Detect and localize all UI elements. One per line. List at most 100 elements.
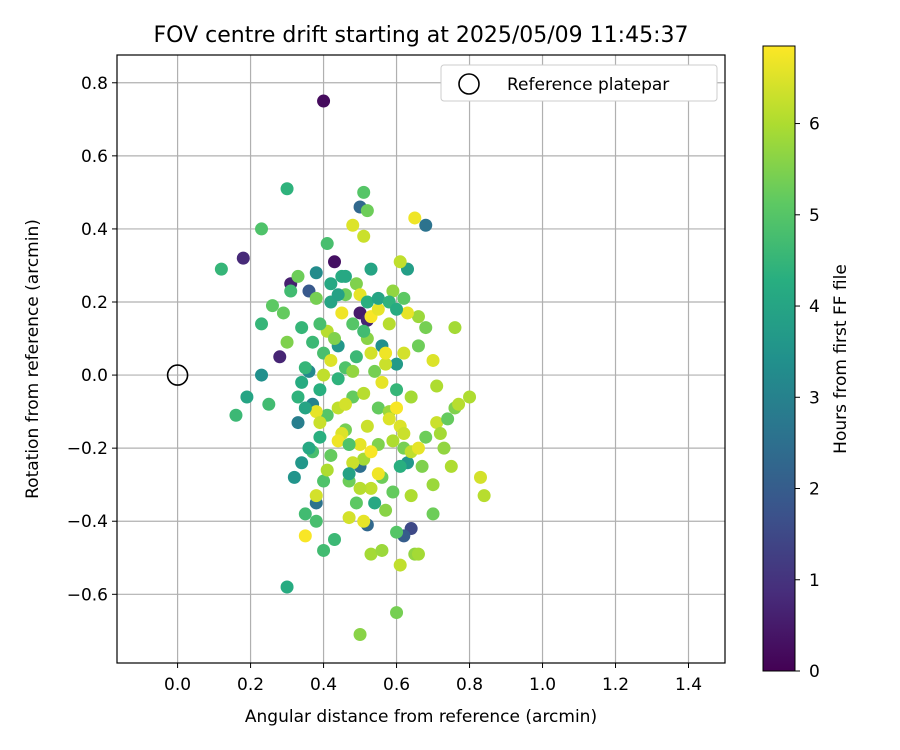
y-tick-label: −0.6 [67, 585, 108, 605]
data-point [371, 467, 385, 481]
data-point [346, 456, 360, 470]
data-point [328, 332, 342, 346]
data-point [386, 434, 400, 448]
y-tick-label: 0.8 [81, 74, 108, 94]
data-point [364, 481, 378, 495]
data-point [419, 430, 433, 444]
data-point [379, 346, 393, 360]
data-point [368, 364, 382, 378]
data-point [360, 295, 374, 309]
legend-marker-icon [458, 73, 480, 95]
data-point [335, 306, 349, 320]
data-point [463, 390, 477, 404]
data-point [364, 445, 378, 459]
data-point [404, 489, 418, 503]
data-point [280, 335, 294, 349]
colorbar-ticks: 0 1 2 3 4 5 6 [795, 115, 820, 682]
x-tick-label: 0.6 [383, 675, 410, 695]
data-point [338, 397, 352, 411]
data-point [371, 302, 385, 316]
data-point [328, 255, 342, 269]
x-tick-label: 0.8 [456, 675, 483, 695]
data-point [390, 302, 404, 316]
data-point [295, 375, 309, 389]
data-point [342, 467, 356, 481]
data-point [302, 441, 316, 455]
data-point [357, 229, 371, 243]
data-point [342, 438, 356, 451]
data-point [338, 269, 352, 283]
data-point [390, 383, 404, 397]
data-point [280, 580, 294, 594]
data-point [317, 474, 331, 488]
data-point [360, 419, 374, 433]
data-point [309, 489, 323, 503]
data-point [255, 317, 269, 331]
colorbar-tick-label: 2 [809, 480, 820, 500]
data-point [298, 529, 312, 543]
data-point [280, 182, 294, 196]
y-tick-label: −0.4 [67, 512, 108, 532]
data-point [364, 547, 378, 561]
data-point [411, 339, 425, 353]
data-point [313, 317, 327, 331]
data-point [411, 310, 425, 324]
data-point [313, 383, 327, 397]
chart-title: FOV centre drift starting at 2025/05/09 … [154, 23, 689, 48]
data-point [317, 368, 331, 382]
data-point [255, 368, 269, 382]
data-point [229, 408, 243, 422]
data-point [291, 269, 305, 283]
y-axis-ticks: −0.6 −0.4 −0.2 0.0 0.2 0.4 0.6 0.8 [67, 74, 117, 605]
data-point [426, 507, 440, 521]
data-point [273, 350, 287, 364]
data-point [287, 470, 301, 484]
data-point [346, 364, 360, 378]
data-point [433, 427, 447, 441]
y-axis-label: Rotation from reference (arcmin) [23, 219, 43, 499]
data-point [408, 211, 422, 225]
data-point [437, 441, 451, 455]
data-point [379, 357, 393, 371]
data-point [419, 218, 433, 232]
data-point [390, 525, 404, 539]
x-tick-label: 0.2 [237, 675, 264, 695]
data-point [284, 284, 298, 298]
data-point [386, 284, 400, 298]
data-point [375, 543, 389, 557]
data-point [346, 317, 360, 331]
data-point [371, 291, 385, 305]
data-point [317, 94, 331, 108]
data-point [309, 266, 323, 280]
plot-frame [116, 54, 726, 664]
data-point [346, 218, 360, 232]
data-point [357, 324, 371, 338]
data-point [444, 459, 458, 473]
data-point [390, 606, 404, 620]
data-point [353, 438, 367, 451]
data-point [379, 503, 393, 517]
y-tick-label: 0.0 [81, 366, 108, 386]
legend-box [440, 64, 718, 102]
colorbar-tick-label: 0 [809, 662, 820, 682]
y-tick-label: 0.4 [81, 220, 108, 240]
data-point [298, 361, 312, 375]
legend-label: Reference platepar [507, 75, 669, 95]
data-point [404, 390, 418, 404]
data-point [386, 485, 400, 499]
data-point [214, 262, 228, 276]
data-point [320, 463, 334, 477]
data-point [324, 353, 338, 367]
data-point [349, 350, 363, 364]
colorbar-tick-label: 3 [809, 388, 820, 408]
data-point [393, 558, 407, 572]
data-point [393, 459, 407, 473]
data-point [375, 375, 389, 389]
data-point [357, 386, 371, 400]
colorbar-tick-label: 6 [809, 115, 820, 135]
data-point [397, 291, 411, 305]
data-point [357, 185, 371, 199]
data-point [368, 496, 382, 510]
x-tick-label: 1.0 [529, 675, 556, 695]
x-tick-label: 1.2 [602, 675, 629, 695]
